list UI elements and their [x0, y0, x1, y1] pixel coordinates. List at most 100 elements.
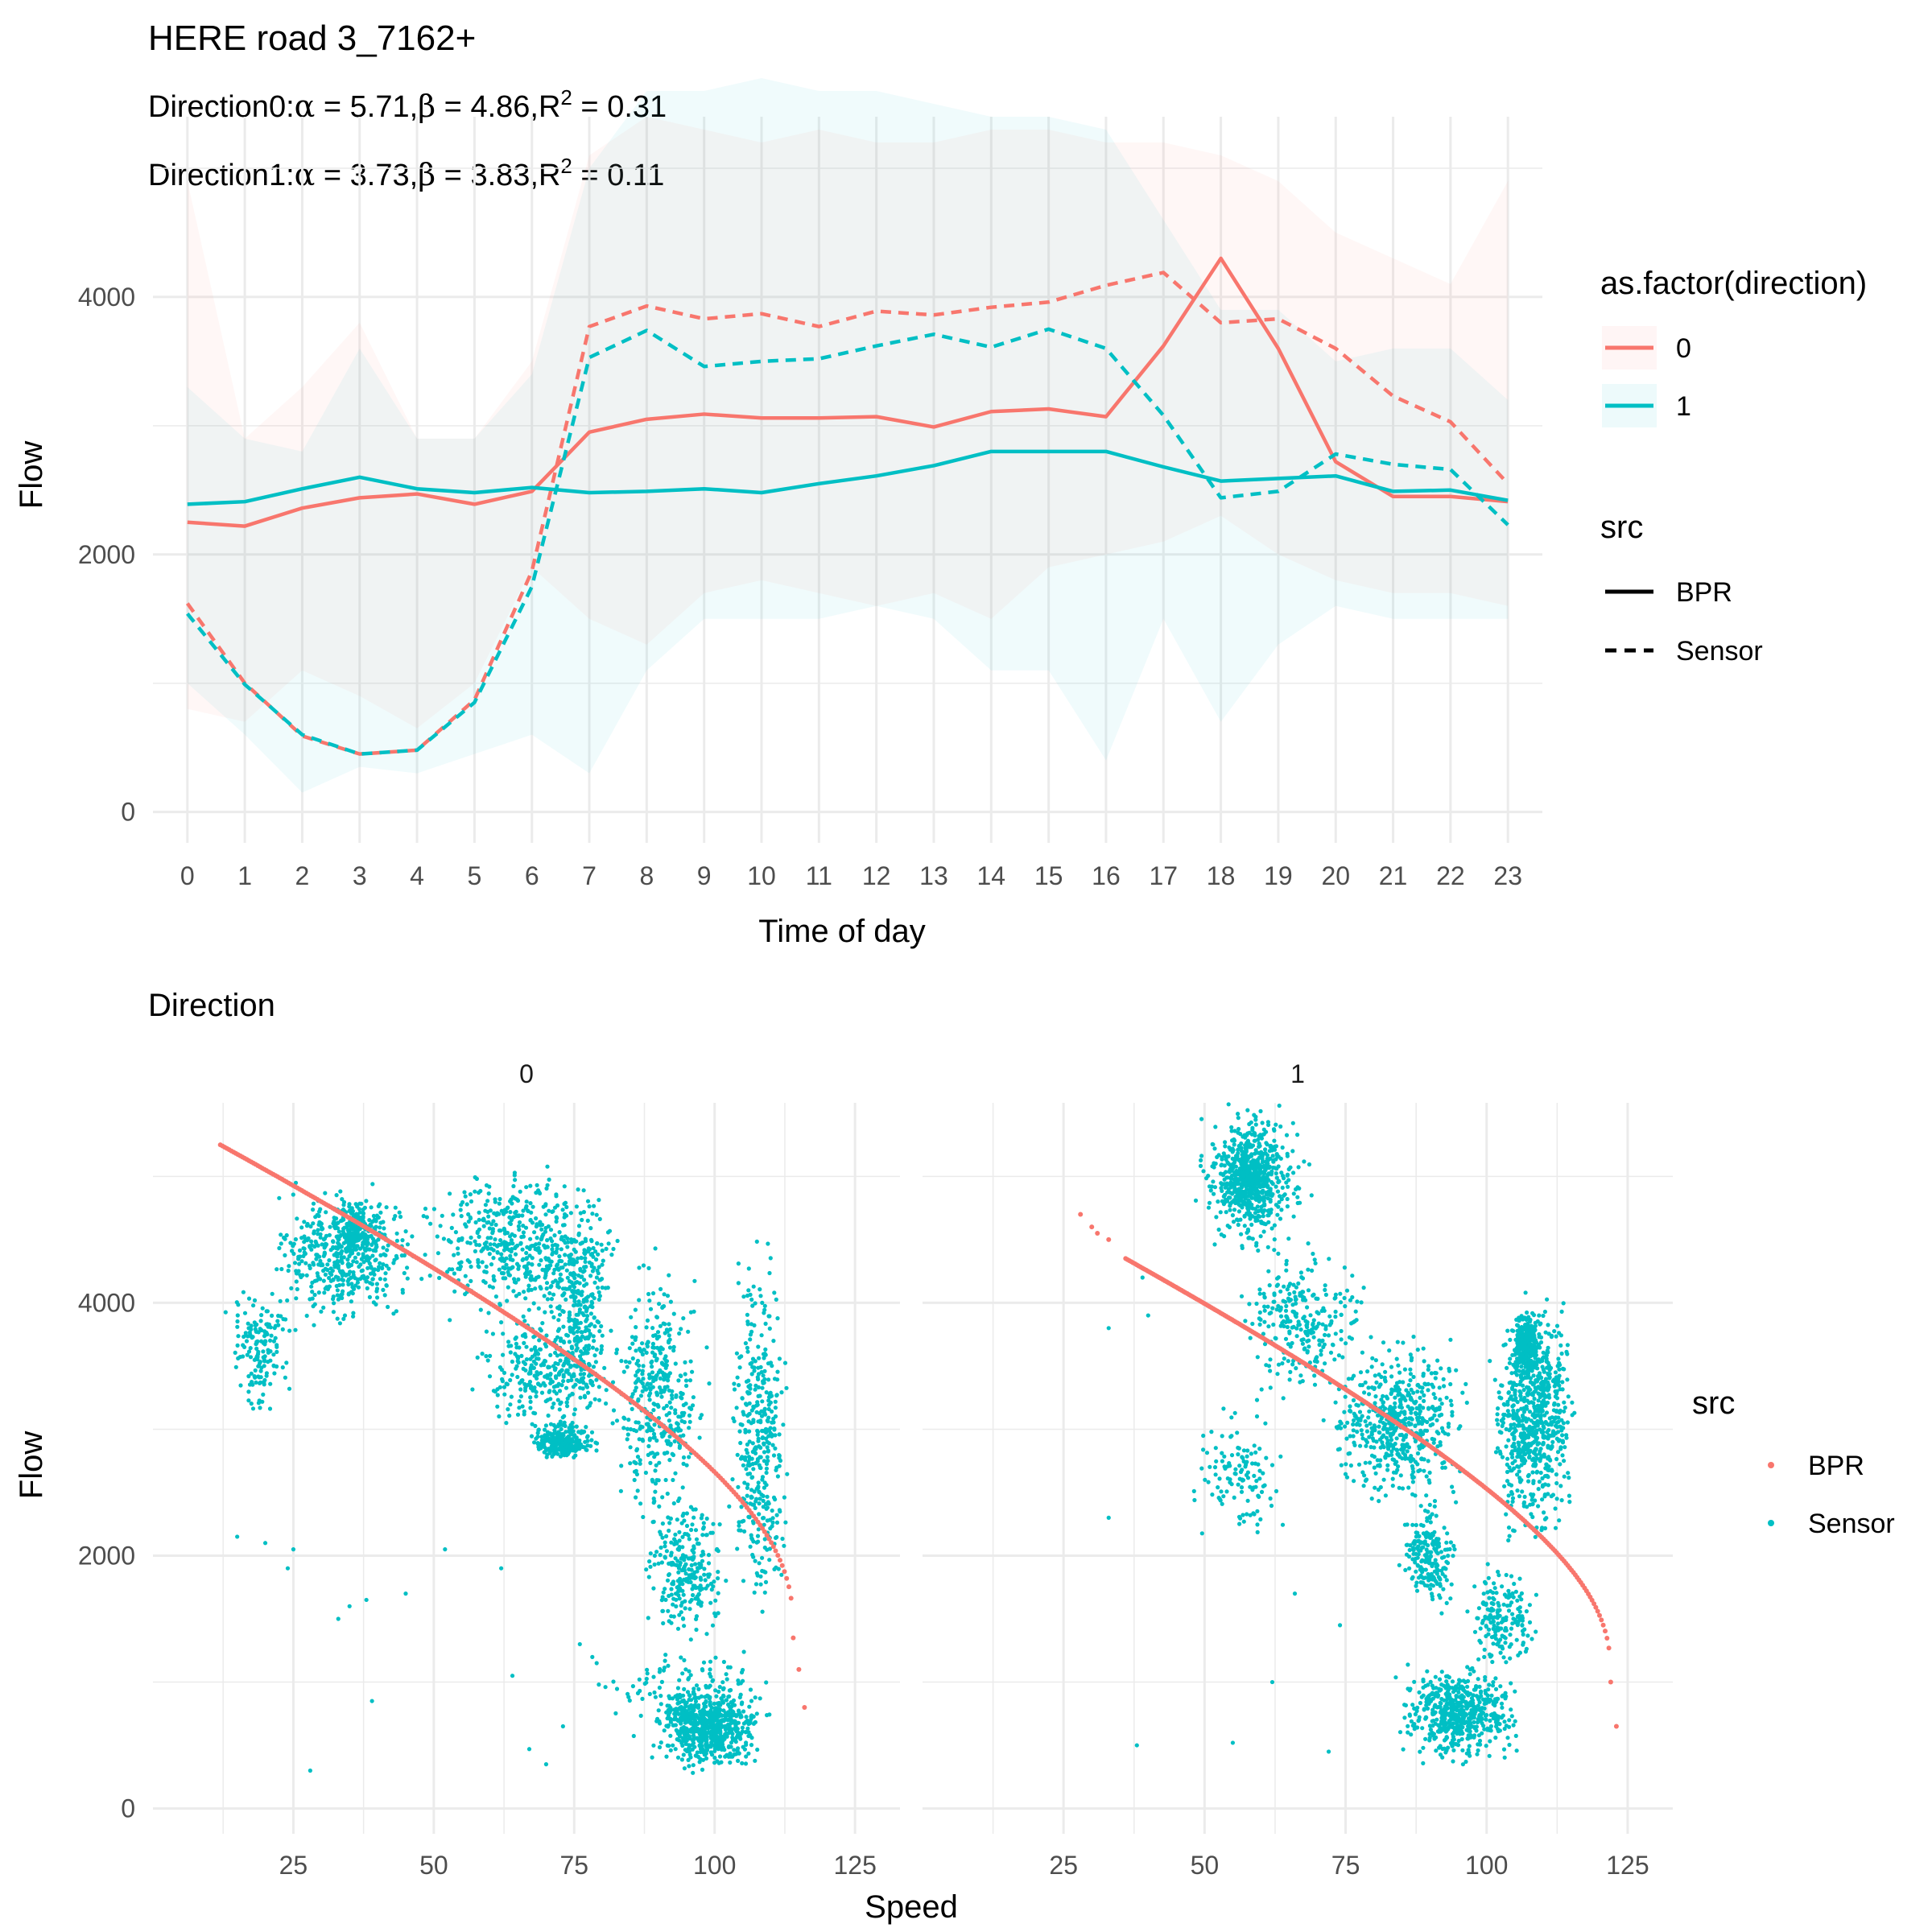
sensor-point — [561, 1373, 566, 1377]
sensor-point — [569, 1344, 574, 1349]
sensor-point — [664, 1534, 669, 1538]
sensor-point — [653, 1246, 658, 1251]
sensor-point — [627, 1698, 632, 1703]
sensor-point — [748, 1386, 753, 1391]
legend-src-title: src — [1600, 510, 1643, 545]
sensor-point — [235, 1534, 240, 1539]
sensor-point — [572, 1338, 577, 1343]
subtitle-line-1: Direction1:α = 3.73,β = 3.83,R2 = 0.11 — [148, 154, 664, 192]
sensor-point — [745, 1726, 750, 1731]
sensor-point — [260, 1399, 265, 1404]
sensor-point — [543, 1229, 548, 1234]
sensor-point — [590, 1269, 596, 1274]
sensor-point — [403, 1591, 408, 1596]
sensor-point — [765, 1445, 770, 1450]
sensor-point — [708, 1581, 714, 1586]
sensor-point — [489, 1236, 493, 1241]
sensor-point — [374, 1257, 378, 1262]
sensor-point — [536, 1427, 541, 1432]
sensor-point — [1278, 1156, 1283, 1161]
sensor-point — [336, 1616, 341, 1621]
sensor-point — [544, 1186, 549, 1191]
sensor-point — [539, 1237, 543, 1242]
sensor-point — [1280, 1145, 1285, 1150]
sensor-point — [751, 1714, 756, 1719]
sensor-point — [1206, 1174, 1211, 1179]
sensor-point — [505, 1382, 510, 1387]
sensor-point — [448, 1191, 452, 1196]
sensor-point — [1245, 1230, 1249, 1235]
sensor-point — [736, 1758, 741, 1763]
sensor-point — [341, 1241, 346, 1245]
sensor-point — [421, 1214, 426, 1219]
sensor-point — [723, 1754, 728, 1759]
sensor-point — [578, 1302, 583, 1307]
sensor-point — [650, 1755, 654, 1760]
sensor-point — [495, 1250, 500, 1255]
sensor-point — [573, 1280, 578, 1285]
sensor-point — [1213, 1161, 1218, 1166]
sensor-point — [554, 1194, 559, 1199]
sensor-point — [646, 1381, 650, 1386]
sensor-point — [469, 1235, 473, 1240]
sensor-point — [667, 1521, 672, 1525]
sensor-point — [561, 1324, 566, 1329]
sensor-point — [597, 1397, 602, 1402]
sensor-point — [667, 1322, 671, 1327]
sensor-point — [595, 1241, 600, 1246]
sensor-point — [571, 1425, 576, 1430]
sensor-point — [236, 1334, 241, 1339]
sensor-point — [741, 1294, 746, 1299]
sensor-point — [572, 1289, 576, 1294]
sensor-point — [362, 1205, 367, 1210]
sensor-point — [553, 1425, 558, 1430]
top-x-tick-label-21: 21 — [1379, 861, 1408, 890]
sensor-point — [746, 1733, 751, 1739]
sensor-point — [264, 1373, 269, 1378]
sensor-point — [670, 1451, 675, 1456]
sensor-point — [272, 1371, 277, 1376]
sensor-point — [299, 1225, 304, 1230]
sensor-point — [642, 1385, 648, 1391]
sensor-point — [751, 1284, 756, 1289]
sensor-point — [660, 1535, 665, 1540]
sensor-point — [578, 1372, 583, 1377]
sensor-point — [680, 1711, 686, 1715]
sensor-point — [644, 1676, 649, 1682]
sensor-point — [520, 1213, 525, 1218]
sensor-point — [683, 1702, 688, 1707]
sensor-point — [748, 1292, 753, 1297]
sensor-point — [704, 1345, 709, 1350]
sensor-point — [771, 1420, 776, 1425]
sensor-point — [485, 1220, 489, 1225]
sensor-point — [643, 1470, 649, 1476]
sensor-point — [346, 1291, 351, 1296]
sensor-point — [468, 1241, 473, 1245]
sensor-point — [712, 1706, 717, 1711]
sensor-point — [235, 1324, 240, 1329]
sensor-point — [663, 1477, 668, 1483]
sensor-point — [646, 1393, 652, 1398]
sensor-point — [683, 1360, 687, 1364]
sensor-point — [277, 1245, 282, 1251]
sensor-point — [1277, 1103, 1282, 1108]
sensor-point — [365, 1279, 369, 1284]
sensor-point — [580, 1241, 584, 1245]
sensor-point — [532, 1440, 537, 1445]
sensor-point — [1272, 1138, 1277, 1143]
sensor-point — [592, 1315, 597, 1320]
sensor-point — [577, 1641, 582, 1647]
sensor-point — [756, 1527, 761, 1532]
sensor-point — [538, 1285, 543, 1290]
top-x-tick-label-15: 15 — [1034, 861, 1063, 890]
sensor-point — [662, 1304, 667, 1309]
sensor-point — [645, 1667, 650, 1672]
sensor-point — [547, 1389, 552, 1393]
sensor-point — [771, 1339, 776, 1344]
sensor-point — [750, 1502, 755, 1507]
sensor-point — [518, 1387, 523, 1392]
sensor-point — [721, 1659, 727, 1665]
sensor-point — [560, 1443, 565, 1447]
sensor-point — [539, 1227, 544, 1232]
sensor-point — [571, 1429, 576, 1434]
